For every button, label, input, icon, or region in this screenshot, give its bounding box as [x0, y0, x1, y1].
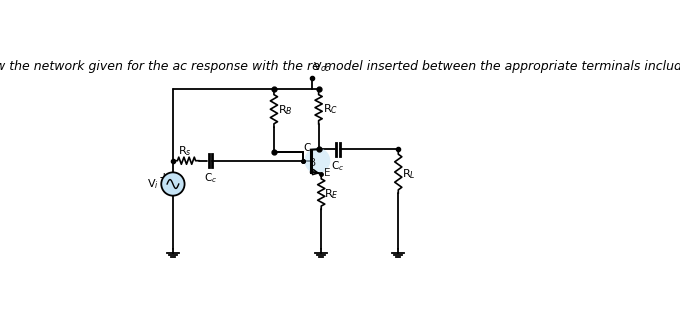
Text: E: E: [324, 168, 330, 178]
Circle shape: [305, 148, 330, 174]
Text: B: B: [309, 158, 316, 168]
Text: -: -: [164, 184, 169, 198]
Text: Redraw the network given for the ac response with the re model inserted between : Redraw the network given for the ac resp…: [0, 60, 680, 73]
Text: R$_L$: R$_L$: [402, 167, 416, 181]
Text: C$_c$: C$_c$: [331, 159, 345, 173]
Text: R$_s$: R$_s$: [177, 144, 192, 158]
Text: R$_E$: R$_E$: [324, 188, 339, 201]
Circle shape: [161, 172, 184, 196]
FancyArrowPatch shape: [313, 170, 320, 175]
Text: V$_i$: V$_i$: [147, 177, 158, 191]
Text: C: C: [303, 143, 311, 153]
Text: R$_C$: R$_C$: [322, 102, 338, 116]
Text: C$_c$: C$_c$: [204, 171, 217, 185]
Text: R$_B$: R$_B$: [278, 103, 292, 117]
Text: V$_{cc}$: V$_{cc}$: [313, 60, 331, 74]
Text: +: +: [158, 171, 169, 184]
